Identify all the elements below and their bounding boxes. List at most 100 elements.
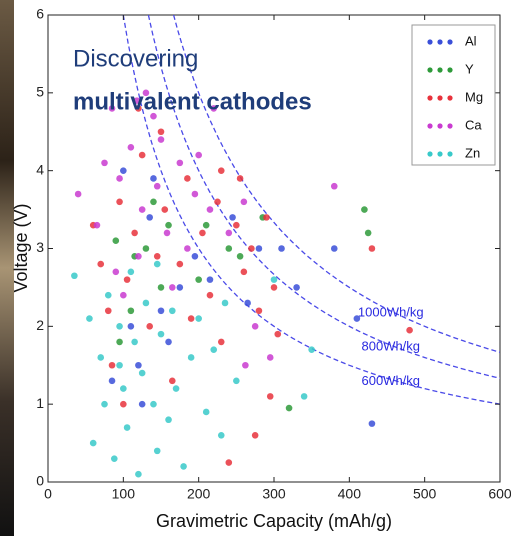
data-point (229, 214, 236, 221)
data-point (233, 377, 240, 385)
photo-strip (0, 0, 14, 536)
legend-marker (447, 95, 453, 101)
legend-marker (447, 39, 453, 45)
data-point (240, 198, 248, 206)
x-tick-label: 100 (112, 486, 136, 502)
data-point (116, 175, 123, 182)
data-point (74, 190, 82, 198)
data-point (138, 369, 146, 377)
data-point (142, 245, 150, 252)
data-point (187, 315, 195, 322)
data-point (120, 385, 127, 392)
data-point (86, 315, 93, 322)
data-point (361, 206, 368, 213)
legend-marker (437, 95, 443, 101)
data-point (71, 272, 78, 280)
data-point (210, 346, 218, 353)
data-point (217, 432, 225, 439)
data-point (104, 307, 112, 315)
data-point (157, 284, 165, 291)
legend-marker (427, 123, 433, 129)
curve-label: 1000Wh/kg (358, 304, 424, 319)
data-point (120, 400, 127, 408)
data-point (176, 260, 184, 268)
data-point (116, 361, 123, 369)
data-point (263, 214, 270, 221)
data-point (187, 354, 195, 361)
data-point (278, 245, 285, 252)
data-point (127, 268, 135, 276)
y-tick-label: 6 (36, 6, 44, 22)
y-tick-label: 5 (36, 84, 44, 100)
data-point (217, 338, 225, 346)
data-point (274, 330, 282, 338)
data-point (206, 276, 214, 283)
legend-marker (427, 95, 433, 101)
data-point (368, 420, 376, 427)
data-point (123, 276, 131, 283)
data-point (116, 338, 123, 346)
energy-curve (122, 15, 500, 405)
legend-marker (447, 67, 453, 73)
data-point (123, 424, 131, 431)
data-point (248, 245, 255, 252)
x-tick-label: 0 (44, 486, 52, 502)
data-point (150, 400, 157, 408)
data-point (127, 323, 135, 330)
data-point (157, 330, 165, 338)
data-point (127, 144, 135, 151)
data-point (112, 268, 120, 276)
x-tick-label: 400 (338, 486, 362, 502)
data-point (330, 182, 338, 190)
data-point (214, 198, 221, 206)
legend-marker (447, 151, 453, 157)
data-point (89, 439, 97, 447)
data-point (202, 408, 210, 416)
data-point (225, 459, 233, 466)
data-point (93, 221, 101, 229)
data-point (150, 175, 157, 182)
data-point (153, 182, 161, 190)
data-point (176, 159, 184, 167)
curve-label: 800Wh/kg (361, 339, 420, 354)
legend-label: Mg (465, 89, 483, 104)
legend-label: Ca (465, 117, 482, 132)
data-point (146, 323, 153, 330)
legend-marker (437, 39, 443, 45)
legend-box (411, 24, 496, 166)
y-tick-label: 2 (36, 317, 44, 333)
y-axis-label: Voltage (V) (11, 203, 31, 292)
data-point (244, 299, 251, 307)
legend-marker (437, 67, 443, 73)
legend-label: Al (465, 33, 477, 48)
data-point (236, 175, 244, 182)
data-point (368, 245, 376, 252)
data-point (184, 175, 191, 182)
data-point (240, 268, 248, 276)
data-point (255, 307, 263, 315)
x-tick-label: 200 (187, 486, 211, 502)
data-point (195, 315, 202, 322)
data-point (353, 315, 361, 322)
data-point (131, 338, 138, 346)
data-point (180, 463, 187, 470)
data-point (142, 89, 150, 97)
data-point (150, 112, 157, 120)
data-point (97, 260, 105, 268)
legend-marker (447, 123, 453, 129)
data-point (138, 400, 146, 408)
data-point (161, 206, 169, 213)
legend-marker (437, 151, 443, 157)
data-point (270, 284, 278, 291)
data-point (308, 346, 315, 353)
data-point (101, 400, 108, 408)
data-point (135, 252, 142, 260)
data-point (120, 291, 127, 299)
data-point (242, 361, 249, 369)
data-point (293, 284, 300, 291)
x-tick-label: 500 (413, 486, 437, 502)
data-point (108, 361, 116, 369)
data-point (270, 276, 278, 283)
data-point (176, 284, 184, 291)
data-point (225, 229, 233, 237)
